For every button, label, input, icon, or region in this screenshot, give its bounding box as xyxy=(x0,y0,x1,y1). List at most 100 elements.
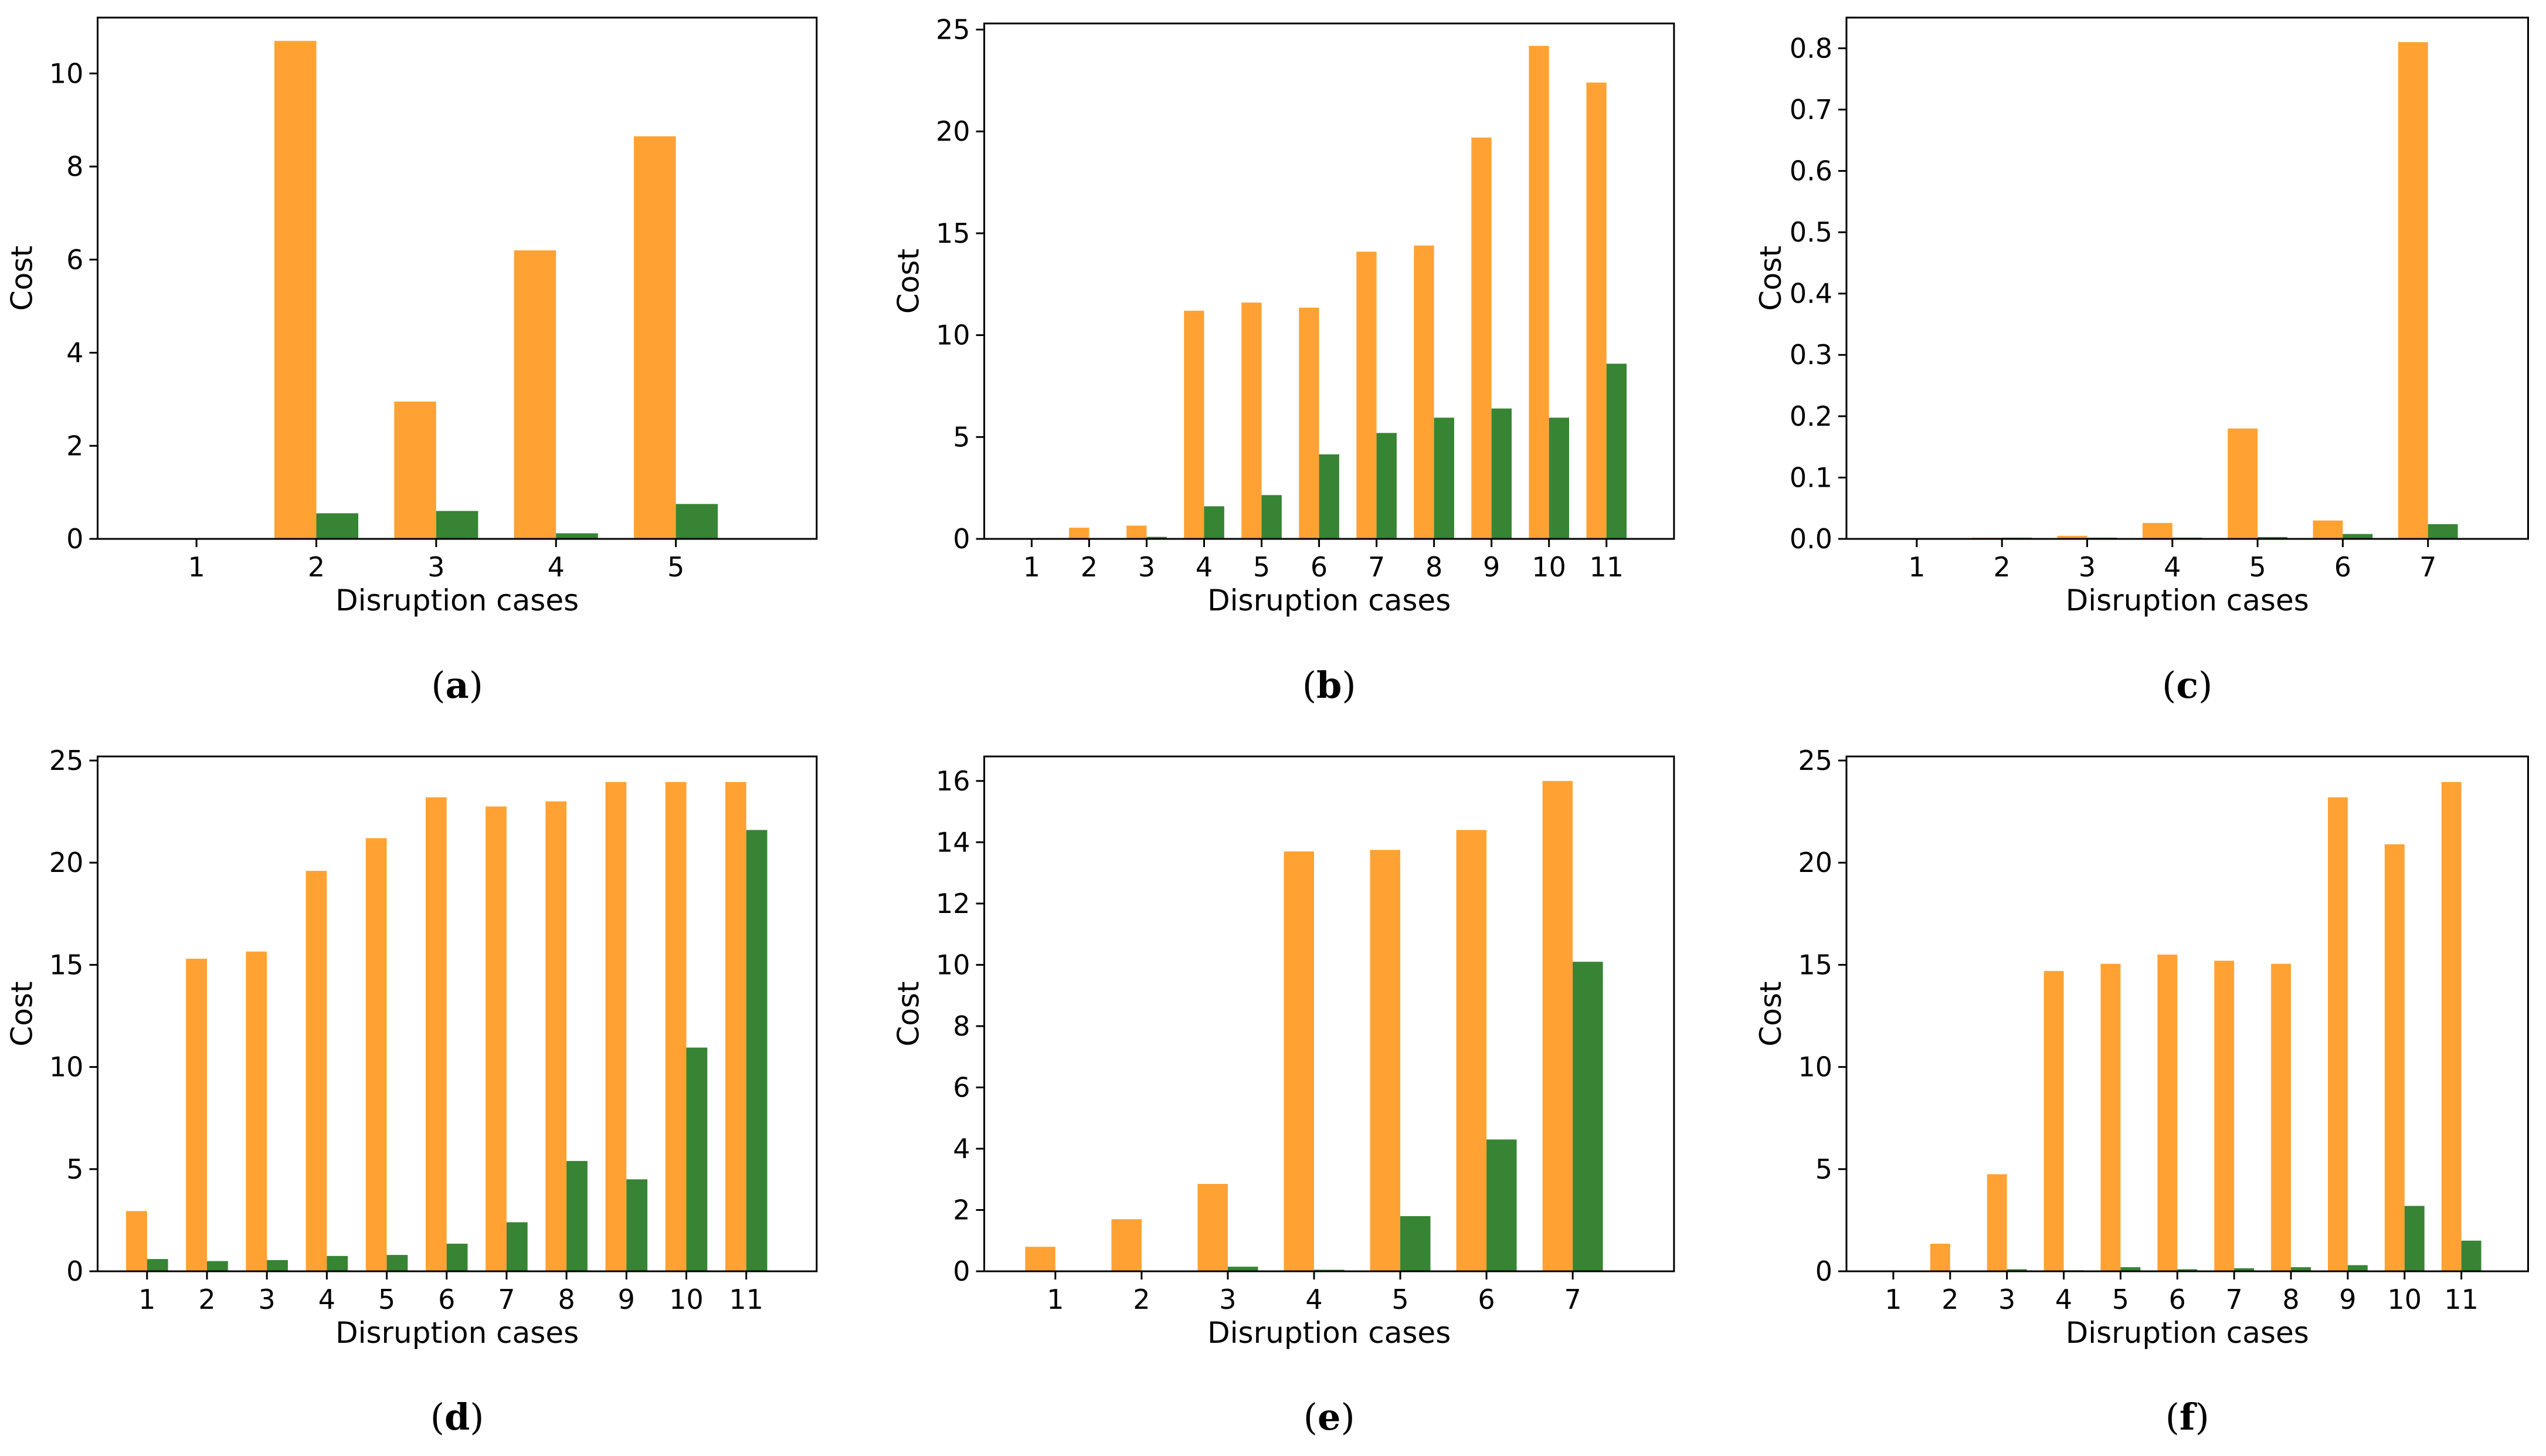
x-tick-label: 5 xyxy=(1253,551,1270,583)
bar-orange-5 xyxy=(2228,428,2258,539)
chart-panel-f: 0 5 10 15 20 25 1 2 3 4 5 6 7 8 9 10 11 Disruption cases C… xyxy=(1754,745,2529,1438)
x-tick-label: 5 xyxy=(2249,551,2266,583)
bar-orange-1 xyxy=(1025,1247,1055,1271)
x-axis-label: Disruption cases xyxy=(2066,583,2309,617)
y-tick-label: 10 xyxy=(49,57,84,89)
bar-orange-1 xyxy=(126,1211,147,1271)
plot-frame xyxy=(96,16,818,540)
bar-orange-6 xyxy=(1299,307,1319,539)
bar-orange-7 xyxy=(2214,961,2235,1271)
bar-orange-3 xyxy=(1197,1184,1228,1271)
bar-green-11 xyxy=(2461,1240,2481,1271)
x-tick-label: 5 xyxy=(378,1284,395,1315)
bar-orange-9 xyxy=(1471,137,1492,539)
bar-green-9 xyxy=(2347,1265,2368,1271)
y-tick-label: 15 xyxy=(1798,949,1832,980)
bar-orange-3 xyxy=(2057,535,2087,539)
bar-green-11 xyxy=(1606,364,1627,539)
y-tick-label: 2 xyxy=(953,1194,970,1226)
y-tick-label: 6 xyxy=(953,1071,970,1103)
bar-orange-11 xyxy=(1586,82,1607,539)
bar-orange-10 xyxy=(2384,844,2405,1271)
plot-frame xyxy=(983,22,1675,540)
bar-orange-2 xyxy=(186,958,207,1271)
y-tick-label: 2 xyxy=(66,430,83,461)
x-tick-label: 2 xyxy=(198,1284,215,1315)
y-tick-label: 0 xyxy=(66,523,83,555)
y-tick-label: 6 xyxy=(66,244,83,276)
bar-green-3 xyxy=(2007,1269,2027,1271)
y-tick-label: 0.4 xyxy=(1790,278,1832,310)
bar-green-5 xyxy=(2258,537,2287,539)
x-tick-label: 10 xyxy=(1532,551,1566,583)
x-axis-label: Disruption cases xyxy=(2066,1316,2309,1350)
y-tick-label: 16 xyxy=(936,765,970,797)
x-tick-label: 10 xyxy=(2388,1284,2422,1315)
x-tick-label: 2 xyxy=(1081,551,1098,583)
y-tick-label: 0.2 xyxy=(1790,401,1832,432)
y-tick-label: 0.3 xyxy=(1790,339,1832,371)
bar-green-3 xyxy=(1146,537,1167,539)
bar-orange-8 xyxy=(545,801,567,1271)
bar-orange-7 xyxy=(1542,780,1573,1271)
x-tick-label: 7 xyxy=(1564,1284,1581,1315)
x-tick-label: 8 xyxy=(2282,1284,2299,1315)
x-tick-label: 7 xyxy=(2419,551,2436,583)
y-tick-label: 14 xyxy=(936,826,970,858)
x-tick-label: 6 xyxy=(1311,551,1328,583)
y-tick-label: 12 xyxy=(936,888,970,919)
bar-green-10 xyxy=(2404,1206,2425,1271)
y-tick-label: 20 xyxy=(1798,847,1832,878)
y-axis-label: Cost xyxy=(5,246,39,311)
x-tick-label: 6 xyxy=(2169,1284,2186,1315)
bar-green-10 xyxy=(686,1047,708,1271)
bar-orange-10 xyxy=(1529,46,1549,539)
bar-green-5 xyxy=(675,504,718,539)
y-tick-label: 5 xyxy=(66,1153,83,1185)
y-tick-label: 0 xyxy=(953,523,970,555)
x-tick-label: 7 xyxy=(1368,551,1385,583)
x-tick-label: 9 xyxy=(618,1284,635,1315)
y-tick-label: 5 xyxy=(953,421,970,453)
bar-orange-8 xyxy=(1414,245,1434,539)
x-tick-label: 11 xyxy=(1589,551,1624,583)
y-tick-label: 10 xyxy=(936,320,970,351)
x-tick-label: 6 xyxy=(1478,1284,1495,1315)
bar-green-11 xyxy=(746,830,768,1271)
y-axis-label: Cost xyxy=(1754,246,1788,311)
bar-green-10 xyxy=(1549,418,1569,539)
x-tick-label: 5 xyxy=(667,551,684,583)
x-tick-label: 4 xyxy=(548,551,565,583)
x-tick-label: 4 xyxy=(318,1284,335,1315)
y-tick-label: 8 xyxy=(953,1010,970,1042)
bar-orange-2 xyxy=(1111,1219,1142,1271)
bar-green-4 xyxy=(327,1255,348,1271)
bar-orange-10 xyxy=(665,782,687,1271)
bar-orange-7 xyxy=(486,806,507,1271)
bar-green-1 xyxy=(147,1259,168,1271)
x-tick-label: 9 xyxy=(2339,1284,2356,1315)
y-tick-label: 25 xyxy=(1798,745,1832,776)
y-tick-label: 0.0 xyxy=(1790,523,1832,555)
bar-orange-8 xyxy=(2271,963,2292,1271)
bar-orange-4 xyxy=(305,871,327,1271)
y-tick-label: 8 xyxy=(66,151,83,182)
chart-panel-c: 0.0 0.1 0.2 0.3 0.4 0.5 0.6 0.7 0.8 1 2 3 4 5 6 7 Disrup… xyxy=(1754,16,2529,707)
x-tick-label: 1 xyxy=(1023,551,1040,583)
x-tick-label: 4 xyxy=(2055,1284,2072,1315)
x-tick-label: 5 xyxy=(1391,1284,1408,1315)
x-tick-label: 6 xyxy=(438,1284,455,1315)
x-tick-label: 7 xyxy=(2226,1284,2243,1315)
x-tick-label: 5 xyxy=(2112,1284,2129,1315)
bar-orange-3 xyxy=(394,401,436,539)
x-tick-label: 1 xyxy=(1047,1284,1064,1315)
bar-green-8 xyxy=(1434,418,1454,539)
bar-green-6 xyxy=(1319,454,1339,539)
plot-frame xyxy=(1845,755,2529,1272)
x-tick-label: 3 xyxy=(1998,1284,2015,1315)
x-tick-label: 10 xyxy=(669,1284,704,1315)
y-axis-label: Cost xyxy=(892,249,926,314)
chart-panel-d: 0 5 10 15 20 25 1 2 3 4 5 6 7 8 9 10 11 Disruption cases C… xyxy=(5,745,818,1438)
